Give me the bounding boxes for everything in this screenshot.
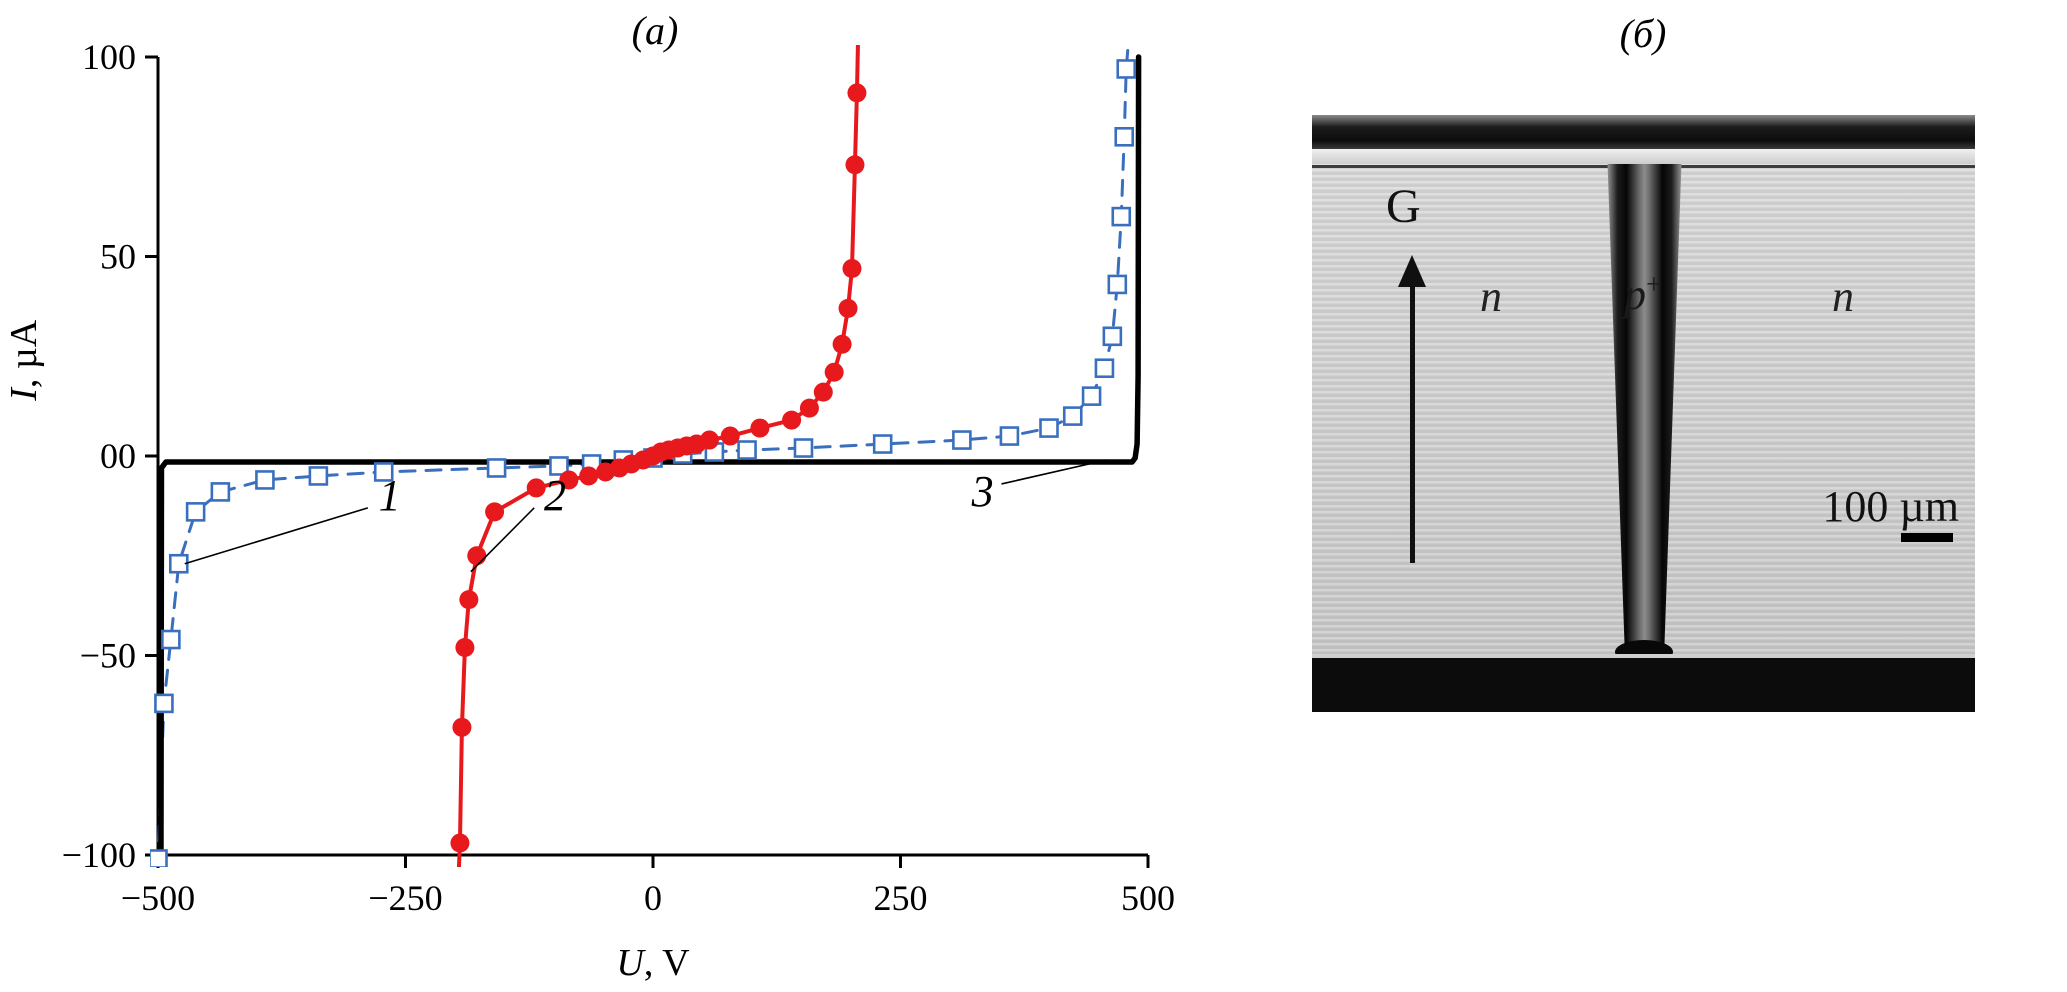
series-2-marker — [750, 418, 770, 438]
curve-label-1: 1 — [379, 471, 401, 520]
p-plus-region-label: p+ — [1624, 269, 1662, 320]
series-2-marker — [720, 426, 740, 446]
series-1-marker — [255, 470, 275, 490]
curve-label-2: 2 — [544, 471, 566, 520]
series-2-marker — [455, 638, 475, 658]
y-tick-label: 50 — [100, 237, 136, 277]
series-1-marker — [1102, 326, 1123, 347]
series-1-marker — [549, 456, 569, 476]
series-1-marker — [999, 426, 1020, 446]
series-2-marker — [813, 382, 833, 402]
series-1-marker — [486, 458, 507, 478]
series-2-marker — [485, 502, 505, 522]
x-tick-label: 0 — [644, 878, 662, 918]
series-2-marker — [847, 83, 867, 103]
leader-line-3 — [1001, 459, 1107, 485]
series-2-marker — [579, 466, 599, 486]
p-label-base: p — [1624, 270, 1646, 319]
series-3-line — [158, 54, 1142, 867]
series-1-marker — [1094, 358, 1115, 379]
series-2-marker — [459, 590, 479, 610]
series-1-marker — [308, 466, 329, 486]
series-1-marker — [1114, 127, 1135, 147]
series-1-marker — [154, 693, 174, 714]
x-tick-label: 500 — [1121, 878, 1175, 918]
micrograph-top-band — [1312, 115, 1975, 149]
series-1-marker — [373, 462, 394, 482]
series-1-marker — [737, 440, 757, 460]
chart-axes: −500 −250 0 250 500 −100 −50 00 50 100 U, V I, µA — [3, 37, 1175, 984]
scale-bar — [1901, 533, 1953, 542]
curve-label-3: 3 — [971, 467, 994, 516]
micrograph-bright-edge — [1312, 149, 1975, 164]
series-1-marker — [1116, 59, 1137, 79]
series-2-marker — [845, 155, 865, 175]
series-1-marker — [161, 629, 181, 650]
series-2-marker — [832, 334, 852, 354]
series-2-marker — [838, 298, 858, 318]
x-tick-label: −500 — [121, 878, 195, 918]
panel-a-title: (a) — [632, 8, 679, 53]
series-2-marker — [782, 410, 802, 430]
series-1-marker — [210, 482, 231, 502]
panel-b-title: (б) — [1619, 11, 1667, 56]
series-2-marker — [467, 546, 487, 566]
series-1-marker — [1111, 206, 1132, 227]
series-2-marker — [842, 258, 862, 278]
y-tick-label: −100 — [62, 835, 136, 875]
series-2-marker — [450, 833, 470, 853]
y-tick-label: −50 — [80, 636, 136, 676]
n-region-label-right: n — [1832, 272, 1854, 321]
series-1-marker — [1107, 274, 1128, 295]
chart-annotations: 1 2 3 — [184, 459, 1107, 573]
series-2-marker — [824, 362, 844, 382]
leader-line-2 — [470, 507, 535, 573]
scale-label: 100 µm — [1822, 482, 1959, 531]
micrograph-bottom-band — [1312, 654, 1975, 712]
series-1-marker — [872, 434, 893, 454]
series-1-marker — [150, 849, 168, 867]
x-tick-label: 250 — [874, 878, 928, 918]
y-axis-label: I, µA — [3, 319, 45, 402]
series-1-marker — [1039, 418, 1059, 438]
series-2-marker — [452, 717, 472, 737]
leader-line-1 — [184, 507, 369, 565]
x-tick-label: −250 — [368, 878, 442, 918]
series-1-marker — [1081, 386, 1102, 406]
series-2-marker — [799, 398, 819, 418]
growth-direction-arrow-icon — [1398, 255, 1426, 565]
series-1-marker — [952, 430, 972, 450]
p-label-superscript: + — [1646, 269, 1662, 301]
arrow-head-icon — [1398, 255, 1426, 287]
micrograph-panel: G n p+ n 100 µm — [1312, 115, 1975, 712]
y-tick-label: 100 — [82, 37, 136, 77]
chart-markers — [150, 59, 1137, 867]
series-2-marker — [526, 478, 546, 498]
iv-chart: (a) −500 −250 0 250 500 −100 −50 00 50 100 U, V I, … — [3, 8, 1175, 984]
series-2-marker — [559, 470, 579, 490]
arrow-shaft — [1409, 285, 1415, 563]
series-1-marker — [1062, 406, 1083, 426]
series-2-marker — [699, 430, 719, 450]
series-1-marker — [185, 502, 206, 522]
x-axis-label: U, V — [616, 942, 690, 984]
y-tick-label: 00 — [100, 436, 136, 476]
gradient-label: G — [1386, 180, 1421, 233]
series-1-marker — [793, 438, 814, 458]
n-region-label-left: n — [1480, 272, 1502, 321]
